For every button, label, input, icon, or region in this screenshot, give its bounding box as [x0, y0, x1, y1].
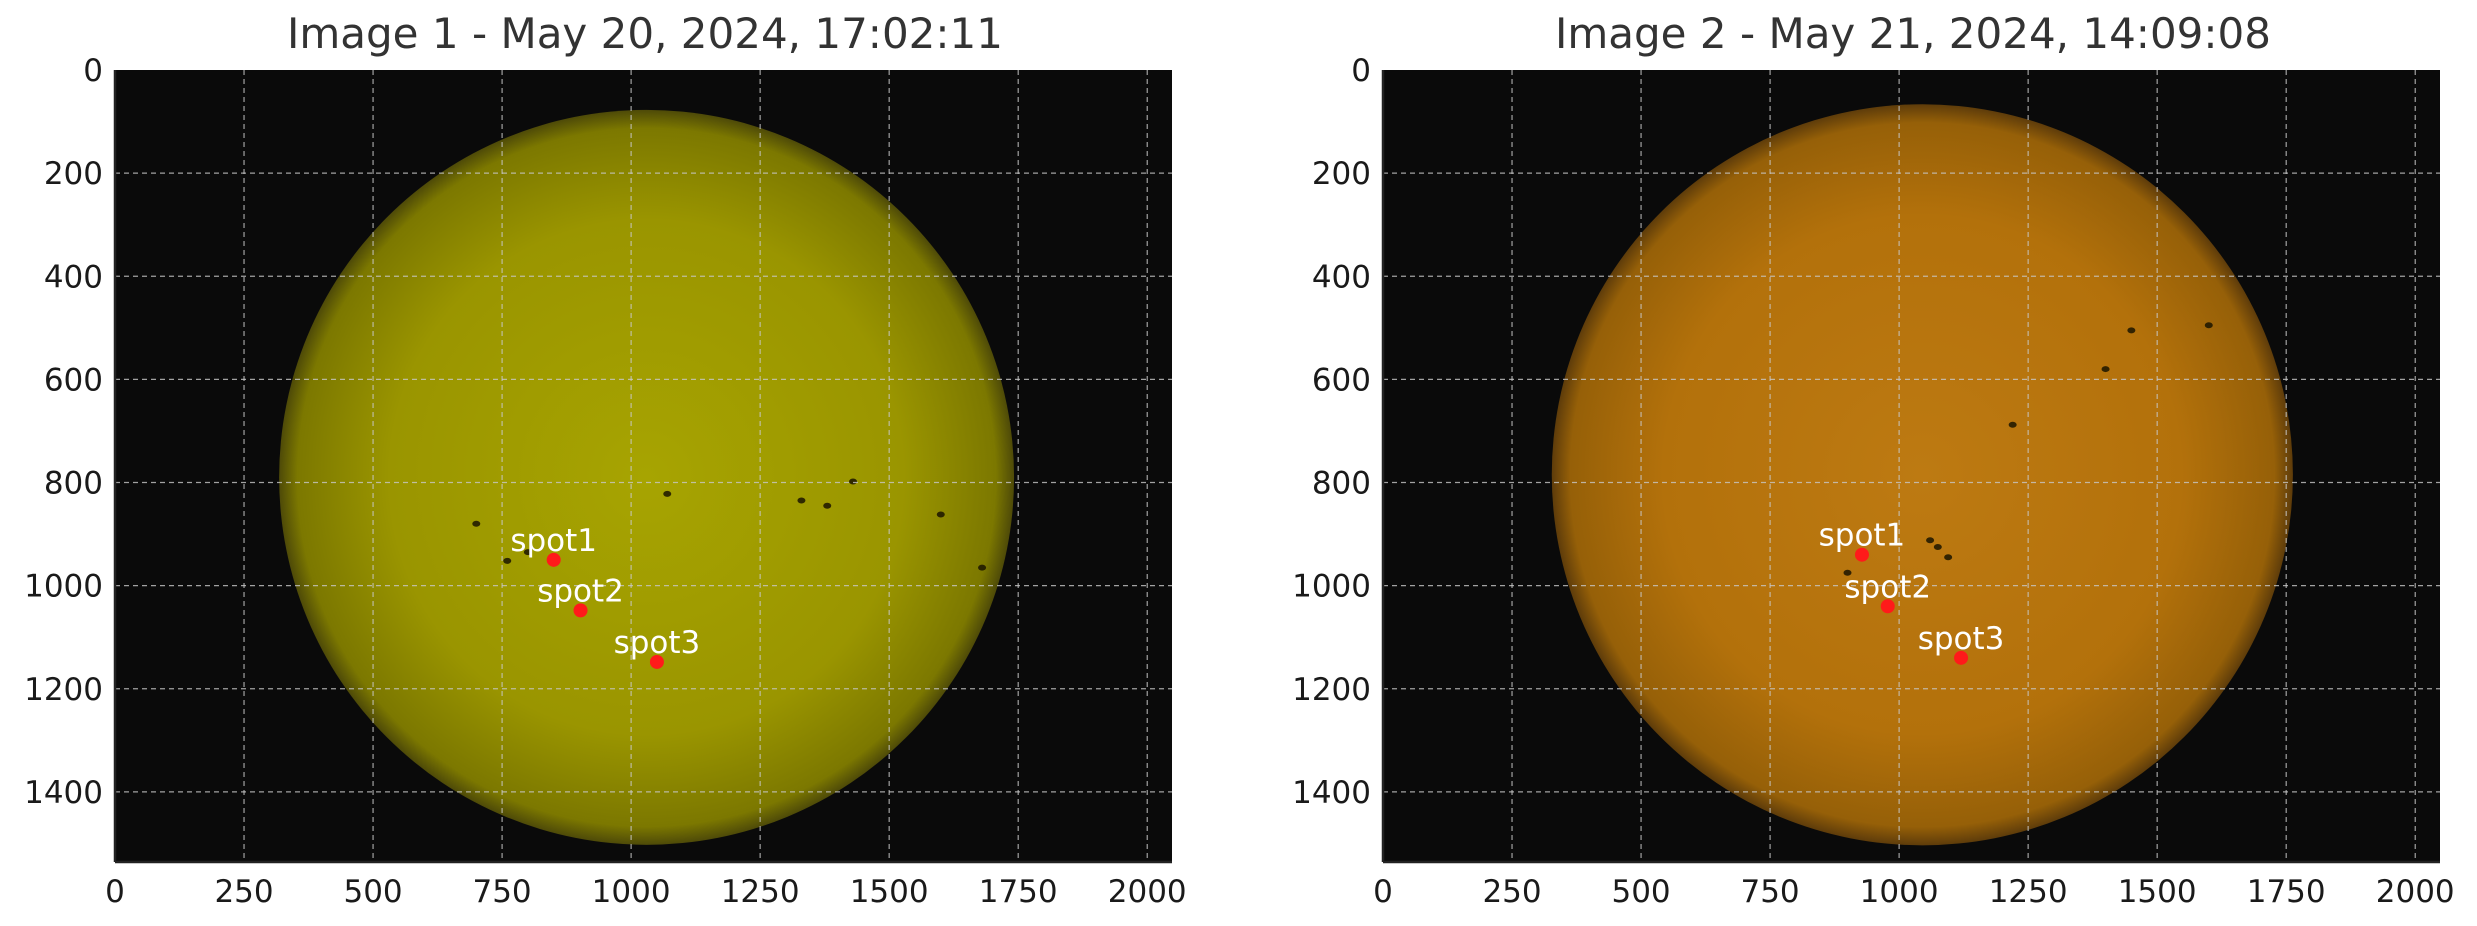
sunspot [1926, 537, 1935, 544]
x-tick-label: 750 [1740, 874, 1799, 910]
sunspot [472, 520, 481, 527]
y-tick-label: 1200 [1292, 672, 1371, 708]
sun-disc [279, 109, 1015, 845]
marker-spot2 [1880, 599, 1895, 614]
y-tick-label: 200 [44, 156, 103, 192]
x-tick-label: 0 [105, 874, 125, 910]
x-tick-label: 1750 [979, 874, 1058, 910]
marker-spot3 [1954, 650, 1969, 665]
panel-2-title: Image 2 - May 21, 2024, 14:09:08 [1555, 9, 2271, 58]
y-tick-label: 400 [1312, 259, 1371, 295]
y-tick-label: 1000 [24, 569, 103, 605]
x-tick-label: 1000 [1860, 874, 1939, 910]
sunspot [978, 564, 987, 571]
y-tick-label: 800 [44, 466, 103, 502]
panel-2-plot: spot1 spot2 spot3 0 250 500 750 1000 1250 1500 175… [1292, 53, 2455, 910]
sun-disc [1551, 104, 2293, 846]
sunspot [849, 478, 858, 485]
panel-1-plot: spot1 spot2 spot3 0 250 500 750 1000 1250 1500 175… [24, 53, 1187, 910]
sunspot [2127, 327, 2136, 334]
x-tick-label: 1250 [1989, 874, 2068, 910]
marker-spot3 [649, 654, 664, 669]
marker-label-spot1: spot1 [1819, 518, 1906, 554]
x-tick-label: 250 [1482, 874, 1541, 910]
marker-label-spot1: spot1 [510, 523, 597, 559]
marker-label-spot3: spot3 [614, 625, 701, 661]
sunspot [823, 502, 832, 509]
sunspot [503, 557, 512, 564]
x-tick-label: 1750 [2247, 874, 2326, 910]
marker-label-spot2: spot2 [537, 573, 624, 609]
y-tick-label: 1000 [1292, 569, 1371, 605]
sunspot [1843, 569, 1852, 576]
y-tick-label: 600 [44, 362, 103, 398]
x-tick-label: 500 [1611, 874, 1670, 910]
x-tick-label: 1500 [850, 874, 929, 910]
sunspot [1944, 554, 1953, 561]
y-tick-label: 0 [1351, 53, 1371, 89]
sunspot [2008, 421, 2017, 428]
x-tick-label: 250 [214, 874, 273, 910]
x-tick-label: 500 [343, 874, 402, 910]
x-tick-label: 750 [472, 874, 531, 910]
sunspot [523, 549, 532, 556]
x-tick-label: 1250 [721, 874, 800, 910]
x-tick-label: 2000 [2376, 874, 2455, 910]
sunspot [2204, 322, 2213, 329]
marker-label-spot3: spot3 [1918, 621, 2005, 657]
x-tick-label: 1000 [592, 874, 671, 910]
marker-spot2 [573, 603, 588, 618]
sunspot [797, 497, 806, 504]
marker-label-spot2: spot2 [1844, 569, 1931, 605]
y-tick-label: 0 [83, 53, 103, 89]
y-tick-label: 1400 [24, 775, 103, 811]
y-tick-label: 400 [44, 259, 103, 295]
sunspot [2101, 366, 2110, 373]
sunspot [936, 511, 945, 518]
y-tick-label: 800 [1312, 466, 1371, 502]
x-tick-label: 2000 [1108, 874, 1187, 910]
y-tick-label: 1200 [24, 672, 103, 708]
sunspot [663, 490, 672, 497]
y-tick-label: 600 [1312, 362, 1371, 398]
y-tick-label: 200 [1312, 156, 1371, 192]
marker-spot1 [1854, 547, 1869, 562]
panel-1: Image 1 - May 20, 2024, 17:02:11 spot1sp… [24, 9, 1187, 910]
x-tick-label: 1500 [2118, 874, 2197, 910]
x-tick-label: 0 [1373, 874, 1393, 910]
panel-2: Image 2 - May 21, 2024, 14:09:08 spot1sp… [1292, 9, 2455, 910]
sunspot [1933, 543, 1942, 550]
panel-1-title: Image 1 - May 20, 2024, 17:02:11 [287, 9, 1003, 58]
marker-spot1 [546, 552, 561, 567]
y-tick-label: 1400 [1292, 775, 1371, 811]
